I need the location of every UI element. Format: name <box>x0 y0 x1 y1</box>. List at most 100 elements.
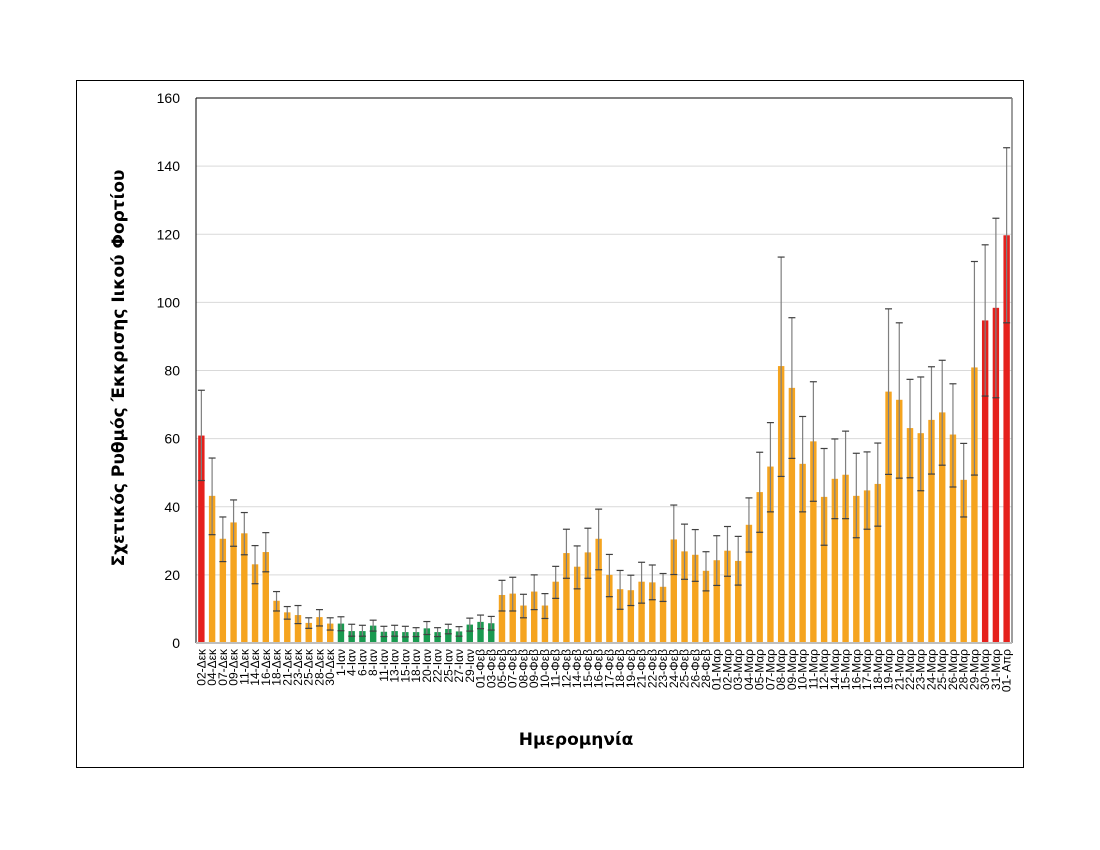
x-tick-label: 17-Φεβ <box>602 649 616 688</box>
x-axis-title: Ημερομηνία <box>519 730 634 750</box>
bar <box>885 391 892 643</box>
bar <box>896 399 903 643</box>
x-tick-label: 20-Ιαν <box>420 649 434 683</box>
x-tick-label: 09-Δεκ <box>227 648 241 686</box>
x-tick-label: 18-Μαρ <box>871 649 885 690</box>
bar <box>702 570 710 643</box>
bar <box>348 631 355 643</box>
x-tick-label: 18-Ιαν <box>409 649 423 683</box>
y-tick-label: 140 <box>157 158 181 174</box>
x-tick-label: 23-Δεκ <box>291 648 305 686</box>
x-tick-label: 02-Δεκ <box>194 648 208 686</box>
x-tick-label: 12-Φεβ <box>559 649 573 688</box>
x-tick-label: 21-Φεβ <box>635 649 649 688</box>
x-tick-label: 10-Μαρ <box>796 649 810 690</box>
x-tick-label: 11-Δεκ <box>237 648 251 685</box>
bar <box>745 524 753 643</box>
bar <box>316 617 323 643</box>
bar <box>455 631 463 643</box>
bar <box>284 612 291 643</box>
bar <box>670 539 677 643</box>
y-tick-label: 100 <box>157 294 181 310</box>
bar <box>359 631 366 643</box>
bar <box>563 553 570 643</box>
x-tick-label: 31-Μαρ <box>989 649 1003 690</box>
bar <box>369 625 377 643</box>
bar <box>208 495 216 643</box>
x-tick-label: 14-Μαρ <box>828 649 842 690</box>
bar <box>831 478 839 643</box>
x-tick-label: 08-Φεβ <box>516 649 530 688</box>
bar <box>724 550 731 643</box>
bar <box>198 435 205 643</box>
x-tick-label: 4-Ιαν <box>345 649 359 676</box>
y-axis-title: Σχετικός Ρυθμός Έκκρισης Ιικού Φορτίου <box>109 170 129 567</box>
bar <box>971 367 978 643</box>
bar <box>509 593 516 643</box>
x-tick-label: 27-Ιαν <box>452 649 466 683</box>
bar <box>853 495 860 643</box>
x-tick-label: 22-Φεβ <box>645 649 659 688</box>
axes <box>195 97 1013 644</box>
bar <box>434 632 441 643</box>
x-tick-label: 28-Μαρ <box>957 649 971 690</box>
bar <box>327 623 334 643</box>
x-tick-label: 21-Δεκ <box>280 648 294 686</box>
bar <box>735 560 742 643</box>
bar <box>756 492 763 643</box>
x-tick-label: 28-Φεβ <box>699 649 713 688</box>
bars <box>198 235 1010 643</box>
bar <box>573 566 581 643</box>
bar <box>928 419 935 643</box>
bar <box>659 586 667 643</box>
y-tick-label: 60 <box>164 431 180 447</box>
error-bars <box>197 147 1011 638</box>
bar <box>241 533 248 643</box>
bar <box>219 538 227 643</box>
y-tick-label: 0 <box>172 635 180 651</box>
x-tick-label: 11-Φεβ <box>549 649 563 687</box>
x-tick-label: 22-Ιαν <box>431 649 445 683</box>
bar <box>412 632 420 643</box>
x-tick-label: 07-Δεκ <box>216 648 230 686</box>
bar <box>520 605 527 643</box>
x-tick-label: 07-Μαρ <box>763 649 777 690</box>
bar <box>380 631 388 643</box>
y-tick-label: 20 <box>164 567 180 583</box>
bar <box>337 623 345 643</box>
x-tick-label: 09-Μαρ <box>785 649 799 690</box>
x-tick-label: 6-Ιαν <box>355 649 369 676</box>
bar <box>681 551 688 643</box>
x-tick-label: 14-Δεκ <box>248 648 262 686</box>
x-tick-label: 15-Μαρ <box>839 649 853 690</box>
bar <box>992 307 1000 643</box>
bar <box>939 412 946 643</box>
x-tick-label: 26-Φεβ <box>688 649 702 688</box>
x-tick-label: 16-Μαρ <box>849 649 863 690</box>
bar <box>595 538 602 643</box>
bar <box>294 615 302 643</box>
y-tick-label: 80 <box>164 363 180 379</box>
x-tick-label: 18-Δεκ <box>270 648 284 686</box>
x-tick-label: 23-Μαρ <box>914 649 928 690</box>
x-tick-label: 05-Μαρ <box>753 649 767 690</box>
bar <box>498 594 506 643</box>
x-tick-label: 05-Φεβ <box>495 649 509 688</box>
bar <box>531 591 538 643</box>
bar <box>466 624 473 643</box>
x-tick-label: 11-Ιαν <box>377 649 391 682</box>
bar <box>262 552 269 643</box>
x-tick-label: 12-Μαρ <box>817 649 831 690</box>
x-tick-label: 04-Μαρ <box>742 649 756 690</box>
x-tick-label: 1-Ιαν <box>334 649 348 676</box>
bar <box>906 428 914 643</box>
x-tick-label: 03-Μαρ <box>731 649 745 690</box>
x-tick-label: 23-Φεβ <box>656 649 670 688</box>
bar <box>799 463 806 643</box>
bar <box>552 581 559 643</box>
y-tick-label: 40 <box>164 499 180 515</box>
x-tick-label: 25-Φεβ <box>678 649 692 688</box>
bar <box>949 434 957 643</box>
bar <box>230 522 237 643</box>
